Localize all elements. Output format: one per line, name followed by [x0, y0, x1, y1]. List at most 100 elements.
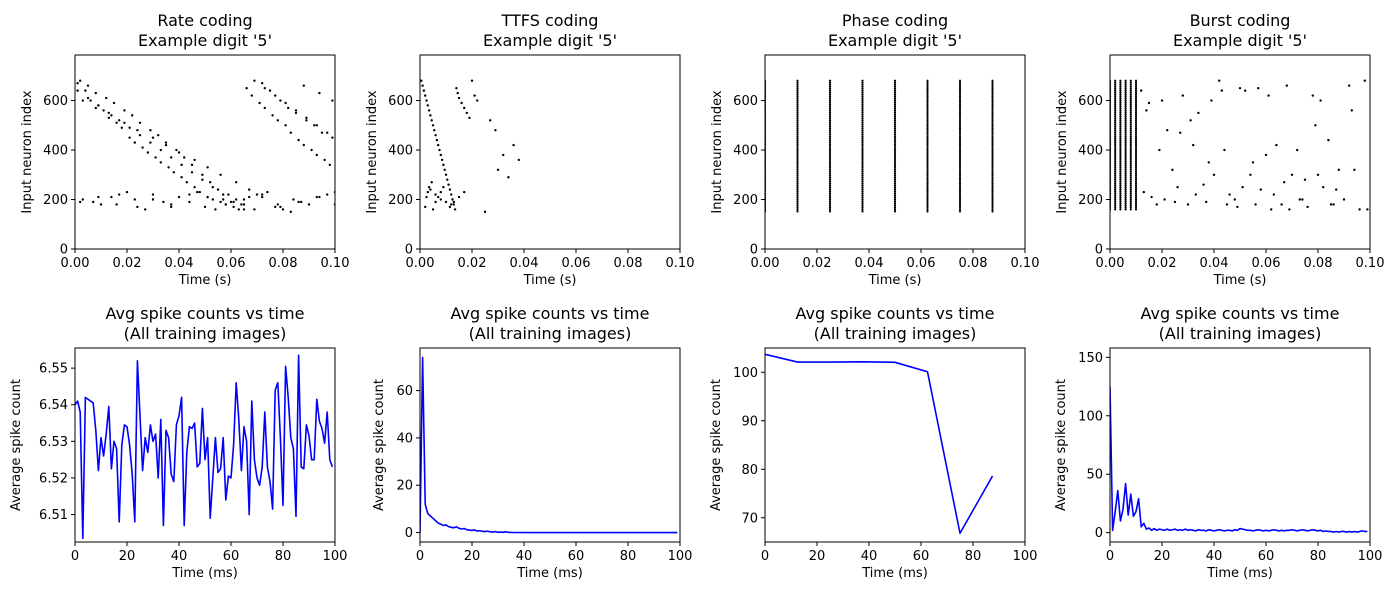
spike-point — [1189, 119, 1192, 122]
spike-point — [893, 198, 897, 201]
spike-point — [470, 79, 474, 82]
spike-point — [861, 141, 864, 144]
y-tick-label: 60 — [396, 384, 413, 399]
spike-point — [1114, 99, 1117, 102]
spike-point — [86, 84, 90, 87]
spike-point — [489, 119, 492, 122]
spike-point — [431, 124, 435, 127]
spike-point — [893, 111, 897, 114]
spike-point — [796, 210, 799, 213]
spike-point — [1134, 137, 1138, 140]
spike-point — [424, 94, 427, 97]
spike-point — [796, 208, 799, 211]
spike-point — [1129, 141, 1132, 144]
spike-point — [926, 93, 929, 96]
spike-point — [958, 131, 962, 134]
spike-point — [1129, 127, 1132, 130]
spike-point — [1124, 121, 1127, 124]
spike-point — [216, 188, 220, 191]
spike-point — [1124, 176, 1127, 179]
spike-point — [893, 186, 897, 189]
y-tick-label: 20 — [396, 479, 413, 494]
spike-point — [1124, 115, 1127, 118]
spike-point — [1124, 192, 1127, 195]
spike-point — [177, 195, 181, 199]
spike-point — [861, 85, 864, 88]
spike-point — [1329, 203, 1333, 206]
spike-point — [861, 139, 864, 142]
spike-point — [958, 103, 962, 106]
spike-point — [926, 192, 929, 195]
spike-point — [1124, 198, 1127, 201]
spike-point — [828, 150, 832, 154]
spike-point — [828, 204, 832, 207]
spike-point — [1363, 79, 1367, 82]
spike-point — [1233, 198, 1237, 201]
spike-point — [222, 198, 225, 201]
spike-point — [284, 101, 287, 105]
spike-point — [926, 158, 929, 162]
spike-point — [1124, 101, 1127, 104]
spike-point — [926, 97, 929, 100]
spike-point — [1134, 113, 1138, 116]
spike-point — [1124, 97, 1127, 100]
spike-point — [1327, 138, 1330, 142]
spike-point — [1114, 137, 1117, 140]
spike-point — [958, 180, 962, 183]
spike-point — [861, 79, 864, 82]
spike-point — [170, 203, 173, 206]
spike-point — [1134, 204, 1138, 207]
spike-point — [1119, 152, 1122, 156]
spike-point — [271, 114, 274, 117]
spike-point — [991, 89, 994, 92]
spike-point — [828, 192, 832, 195]
spike-point — [1147, 101, 1151, 105]
spike-point — [170, 156, 173, 159]
spike-point — [893, 184, 897, 187]
spike-point — [1228, 193, 1231, 196]
spike-point — [991, 172, 994, 175]
spike-point — [1134, 144, 1138, 148]
spike-point — [453, 208, 457, 211]
spike-point — [209, 180, 212, 184]
spike-point — [1119, 174, 1122, 177]
spike-point — [261, 195, 264, 199]
spike-point — [861, 91, 864, 94]
spike-point — [861, 166, 864, 169]
spike-point — [958, 202, 962, 205]
y-tick-label: 100 — [733, 366, 758, 381]
y-tick-label: 6.54 — [39, 398, 68, 413]
spike-point — [1192, 143, 1195, 147]
spike-point — [300, 200, 303, 204]
spike-point — [1155, 203, 1159, 206]
spike-point — [991, 97, 994, 100]
spike-point — [926, 208, 929, 211]
spike-point — [1350, 109, 1354, 112]
spike-point — [926, 111, 929, 114]
spike-point — [1124, 188, 1127, 191]
spike-point — [926, 121, 929, 124]
spike-point — [123, 109, 126, 112]
spike-point — [1119, 133, 1122, 136]
spike-point — [89, 99, 92, 102]
spike-point — [1119, 150, 1122, 154]
y-tick-label: 0 — [1095, 526, 1103, 541]
spike-point — [157, 133, 160, 137]
spike-point — [310, 148, 313, 152]
spike-point — [287, 106, 290, 110]
spike-point — [796, 95, 799, 98]
x-tick-label: 60 — [913, 549, 930, 564]
spike-point — [991, 87, 994, 90]
spike-point — [1134, 107, 1138, 110]
y-tick-label: 0 — [405, 243, 413, 258]
spike-point — [1134, 196, 1138, 199]
spike-point — [448, 188, 452, 191]
spike-point — [1119, 119, 1122, 122]
spike-point — [1129, 156, 1132, 160]
spike-point — [1114, 83, 1117, 86]
spike-point — [427, 109, 431, 112]
spike-point — [861, 146, 864, 150]
spike-point — [991, 103, 994, 106]
spike-point — [463, 190, 466, 194]
spike-point — [861, 127, 864, 130]
